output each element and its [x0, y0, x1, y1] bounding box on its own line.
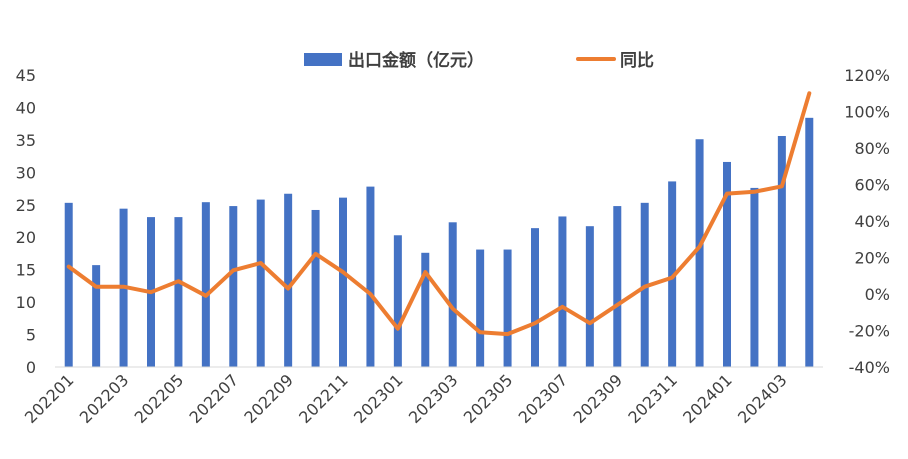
bar: [64, 202, 73, 367]
left-y-tick-label: 35: [16, 131, 36, 150]
x-tick-label: 202207: [185, 370, 242, 427]
bar: [695, 139, 704, 367]
bar: [476, 249, 485, 367]
x-tick-label: 202203: [76, 370, 133, 427]
right-y-tick-label: -40%: [849, 358, 890, 377]
line-series: [66, 91, 812, 337]
bar: [613, 206, 622, 367]
left-y-tick-label: 10: [16, 293, 36, 312]
bar: [284, 193, 293, 367]
right-y-tick-label: 40%: [854, 212, 890, 231]
bar: [229, 206, 238, 367]
x-tick-label: 202311: [624, 370, 681, 427]
right-y-tick-label: 100%: [844, 103, 890, 122]
legend: 出口金额（亿元） 同比: [304, 50, 654, 71]
bar: [174, 217, 183, 367]
left-y-tick-label: 25: [16, 196, 36, 215]
x-tick-label: 202403: [734, 370, 791, 427]
bar: [723, 161, 731, 367]
bar: [558, 216, 567, 367]
right-y-tick-label: 0%: [865, 285, 890, 304]
x-tick-label: 202209: [240, 370, 297, 427]
left-y-tick-label: 20: [16, 228, 36, 247]
x-tick-label: 202307: [515, 370, 572, 427]
right-y-tick-label: -20%: [849, 322, 890, 341]
left-y-tick-label: 15: [16, 261, 36, 280]
bar: [503, 249, 512, 367]
bar: [750, 187, 759, 367]
right-y-tick-label: 20%: [854, 249, 890, 268]
x-tick-label: 202205: [131, 370, 188, 427]
right-y-tick-label: 120%: [844, 66, 890, 85]
x-tick-label: 202309: [569, 370, 626, 427]
x-axis: 2022012022032022052022072022092022112023…: [21, 370, 791, 427]
right-y-tick-label: 60%: [854, 176, 890, 195]
bar: [805, 117, 814, 368]
yoy-line: [66, 91, 812, 337]
x-tick-label: 202211: [295, 370, 352, 427]
bar: [201, 202, 210, 367]
left-y-tick-label: 30: [16, 163, 36, 182]
legend-bar-label: 出口金额（亿元）: [348, 50, 484, 71]
left-y-axis: 0 5 10 15 20 25 30 35 40 45: [16, 66, 36, 377]
x-tick-label: 202201: [21, 370, 78, 427]
bar: [339, 197, 347, 367]
bar: [448, 222, 457, 367]
bar: [256, 199, 265, 367]
bar: [531, 228, 539, 367]
bar: [777, 135, 786, 367]
x-tick-label: 202305: [460, 370, 517, 427]
right-y-tick-label: 80%: [854, 139, 890, 158]
legend-bar-swatch: [304, 53, 342, 66]
left-y-tick-label: 5: [26, 326, 36, 345]
left-y-tick-label: 40: [16, 98, 36, 117]
left-y-tick-label: 0: [26, 358, 36, 377]
right-y-axis: -40% -20% 0% 20% 40% 60% 80% 100% 120%: [844, 66, 890, 377]
x-tick-label: 202401: [679, 370, 736, 427]
bar: [311, 209, 320, 367]
bar: [366, 186, 375, 367]
x-tick-label: 202303: [405, 370, 462, 427]
x-tick-label: 202301: [350, 370, 407, 427]
bar: [668, 181, 677, 367]
legend-line-label: 同比: [620, 50, 654, 71]
bar: [393, 235, 402, 367]
bar: [421, 252, 430, 367]
bar: [585, 226, 594, 367]
left-y-tick-label: 45: [16, 66, 36, 85]
bar: [92, 265, 101, 367]
